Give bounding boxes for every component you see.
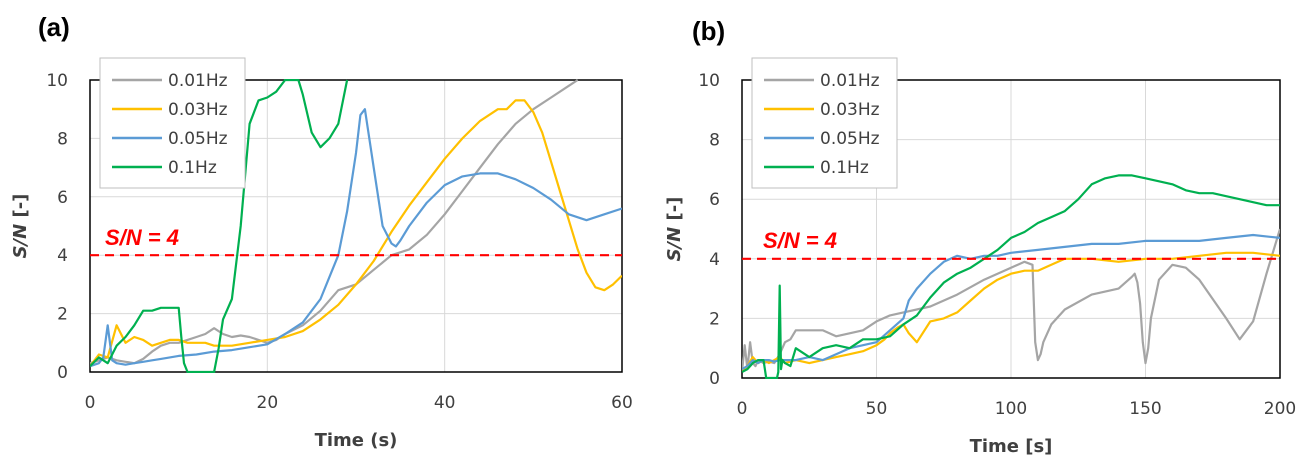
x-tick-label: 150 (1129, 399, 1161, 419)
y-axis-title: S/N [-] (10, 194, 31, 259)
x-tick-label: 0 (737, 399, 748, 419)
legend: 0.01Hz 0.03Hz 0.05Hz 0.1Hz (751, 57, 898, 189)
y-axis-title-rest: [-] (664, 197, 685, 227)
legend-label: 0.1Hz (168, 158, 217, 178)
series-line-0-1hz (742, 174, 1280, 379)
legend-label: 0.01Hz (168, 71, 228, 91)
y-tick-label: 0 (57, 363, 68, 383)
plot-frame (89, 79, 623, 373)
y-tick-label: 8 (709, 131, 720, 151)
y-tick-label: 6 (709, 190, 720, 210)
x-tick-label: 50 (866, 399, 888, 419)
x-tick-label: 20 (257, 393, 279, 413)
x-tick-label: 200 (1264, 399, 1296, 419)
series-line-0-03hz (90, 99, 622, 367)
x-tick-label: 40 (434, 393, 456, 413)
y-tick-label: 4 (709, 250, 720, 270)
y-axis-title-italic: S/N (664, 227, 685, 262)
legend-label: 0.1Hz (820, 158, 869, 178)
legend-label: 0.05Hz (820, 129, 880, 149)
panel-label: (b) (692, 16, 725, 46)
series-group (742, 174, 1280, 379)
threshold-label: S/N = 4 (763, 228, 837, 253)
threshold-label: S/N = 4 (105, 225, 179, 250)
legend-label: 0.03Hz (820, 100, 880, 120)
series-line-0-1hz (90, 79, 349, 373)
legend: 0.01Hz 0.03Hz 0.05Hz 0.1Hz (99, 57, 246, 189)
x-tick-label: 100 (995, 399, 1027, 419)
y-tick-label: 8 (57, 129, 68, 149)
y-axis-title: S/N [-] (664, 197, 685, 262)
y-tick-label: 0 (709, 369, 720, 389)
y-tick-label: 6 (57, 188, 68, 208)
y-tick-label: 2 (57, 305, 68, 325)
panel-label: (a) (38, 12, 70, 42)
y-tick-label: 10 (698, 71, 720, 91)
series-line-0-05hz (90, 108, 622, 368)
x-tick-label: 60 (611, 393, 633, 413)
chart-panel-a: (a) 0 2 4 6 8 10 0 20 40 60 Time (s) S/N [-] S/N = 4 0… (10, 12, 633, 451)
x-axis-title: Time (s) (315, 430, 398, 451)
legend-label: 0.05Hz (168, 129, 228, 149)
legend-label: 0.03Hz (168, 100, 228, 120)
y-tick-label: 2 (709, 309, 720, 329)
y-tick-label: 4 (57, 246, 68, 266)
x-tick-label: 0 (85, 393, 96, 413)
y-axis-title-rest: [-] (10, 194, 31, 224)
x-axis-title: Time [s] (970, 436, 1053, 457)
series-line-0-01hz (742, 228, 1280, 373)
y-tick-label: 10 (46, 71, 68, 91)
y-axis-title-italic: S/N (10, 224, 31, 259)
legend-label: 0.01Hz (820, 71, 880, 91)
series-group (90, 79, 622, 373)
series-line-0-05hz (742, 233, 1280, 371)
